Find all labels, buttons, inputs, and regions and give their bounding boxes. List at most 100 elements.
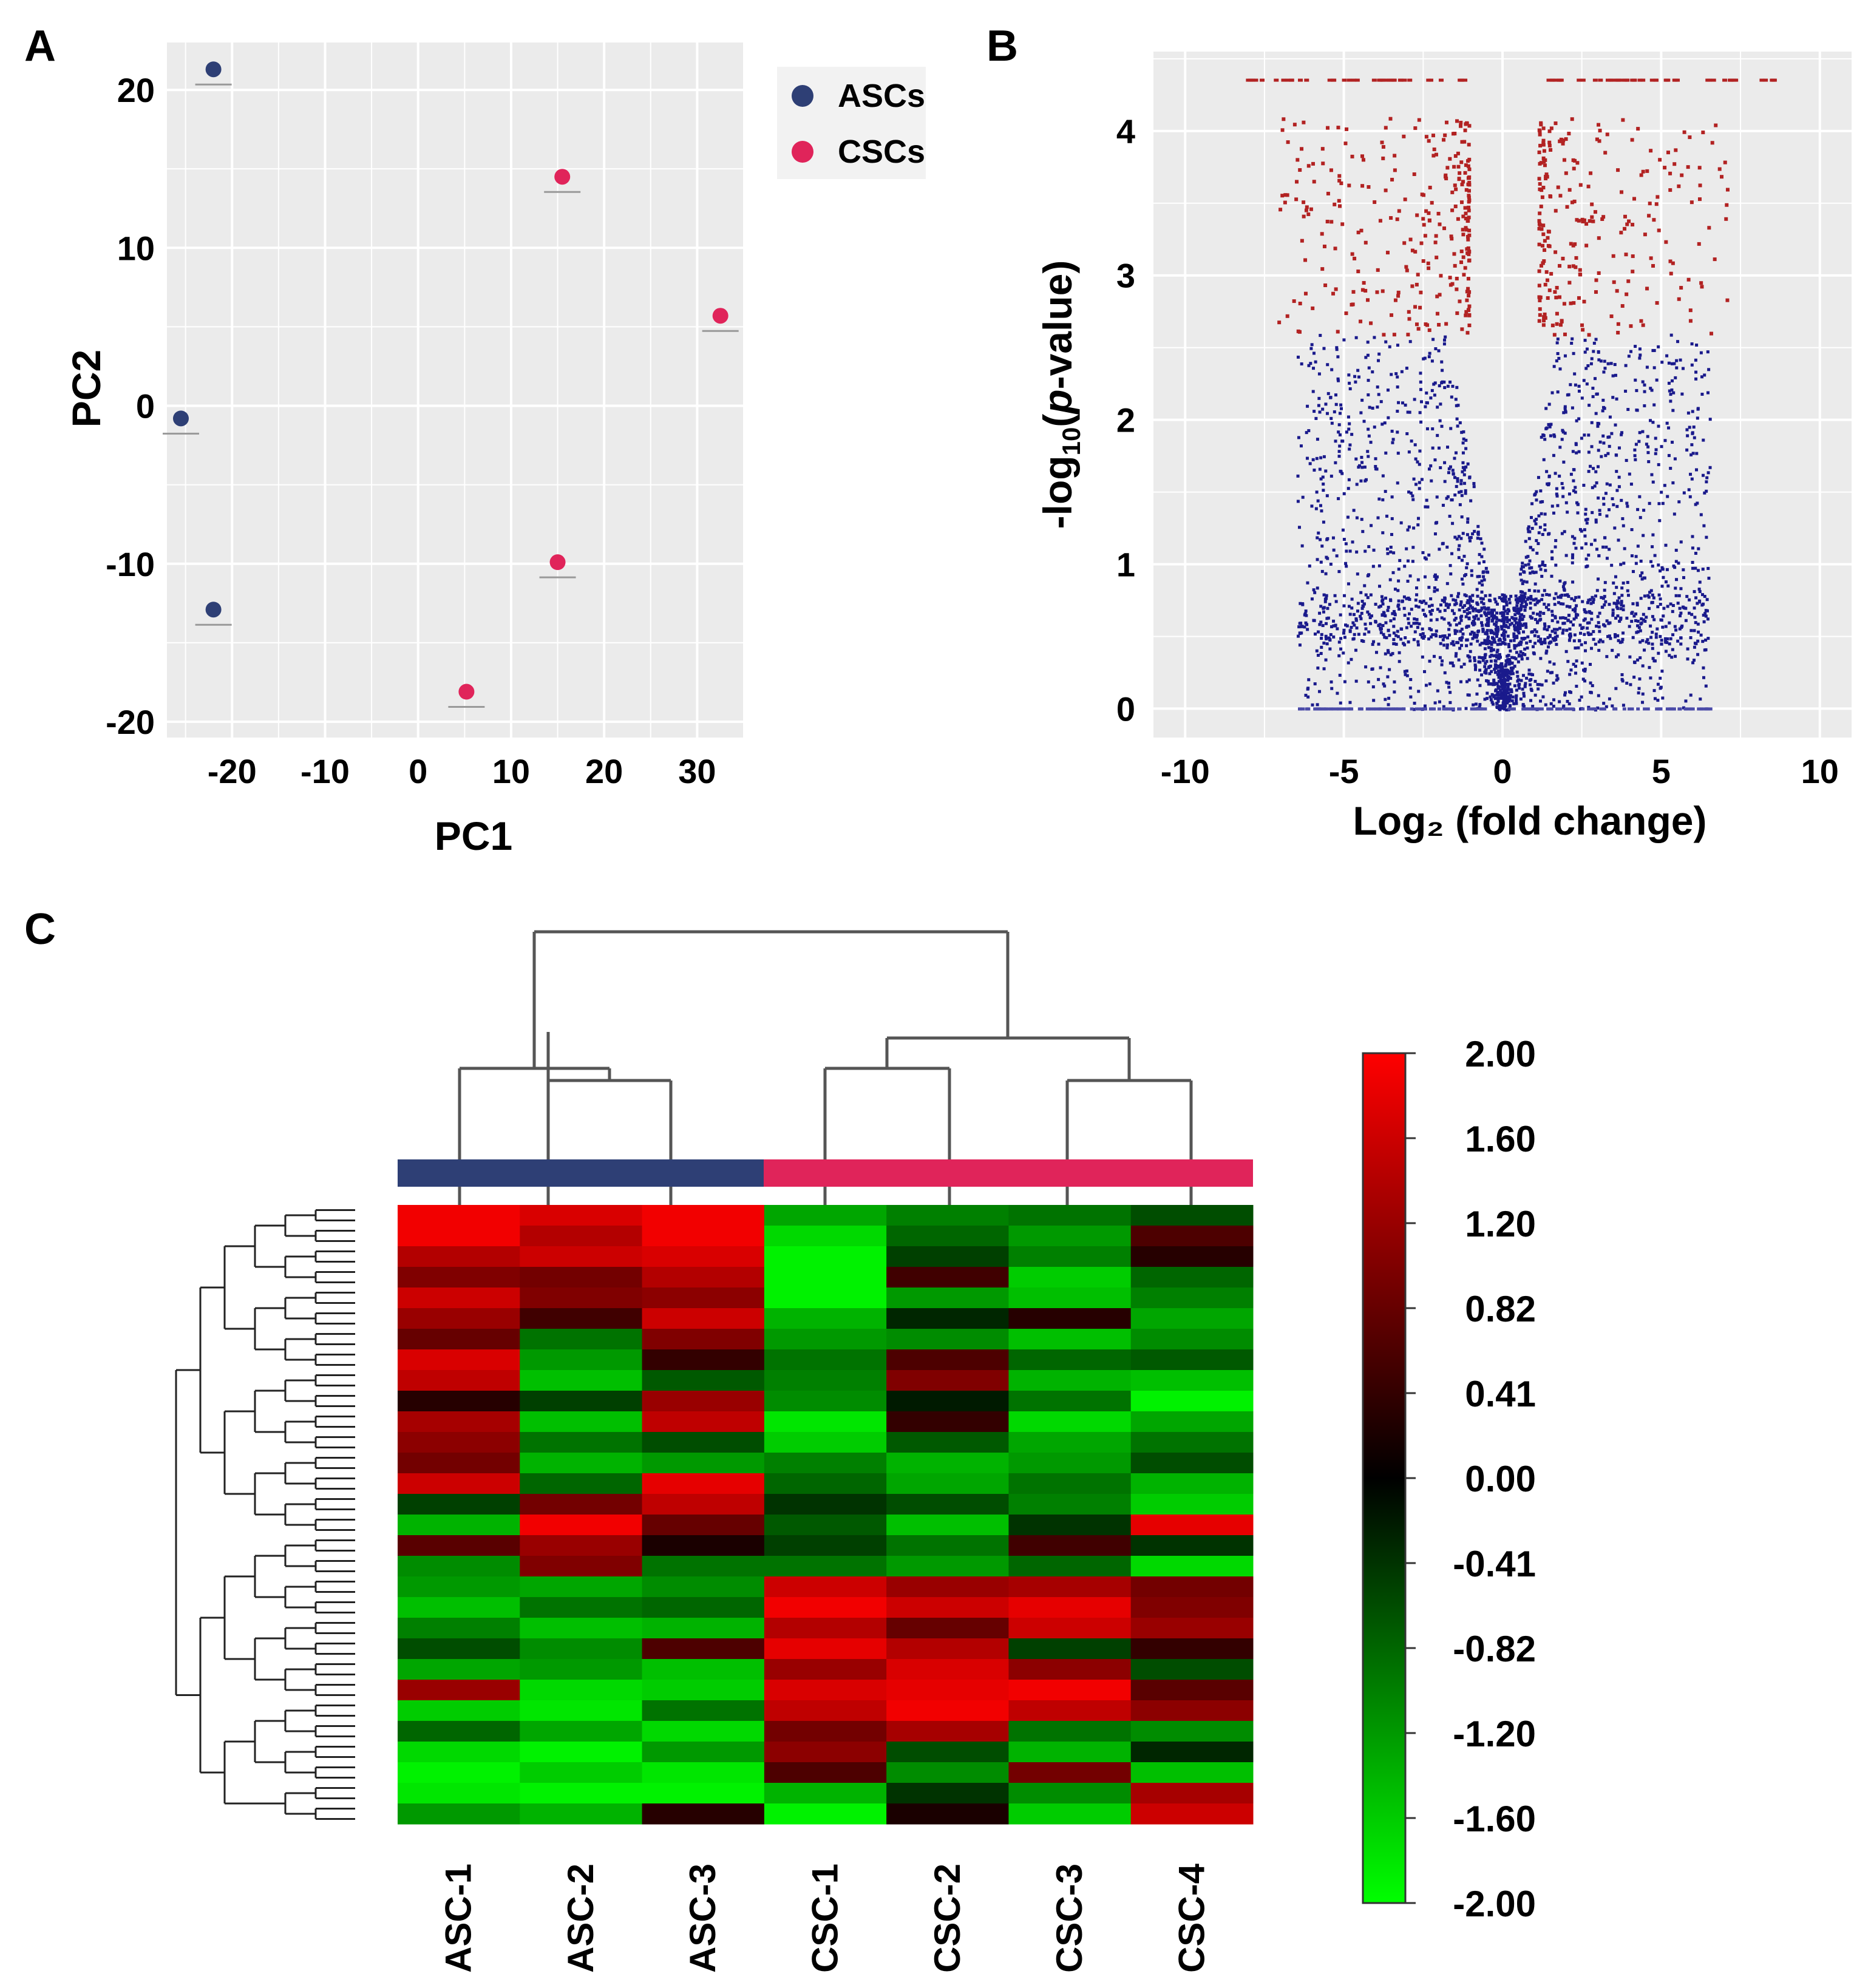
volcano-point	[1392, 609, 1396, 613]
volcano-point	[1380, 595, 1384, 599]
volcano-point	[1377, 642, 1380, 646]
heatmap-cell	[398, 1411, 520, 1433]
volcano-point	[1455, 404, 1458, 407]
volcano-point	[1581, 600, 1584, 603]
volcano-point	[1638, 629, 1642, 633]
volcano-point	[1529, 546, 1532, 549]
heatmap-cell	[1130, 1432, 1254, 1453]
volcano-point	[1603, 581, 1607, 585]
volcano-point	[1459, 479, 1463, 483]
volcano-point	[1472, 485, 1476, 489]
volcano-point	[1561, 622, 1565, 625]
volcano-point	[1660, 642, 1663, 646]
volcano-point	[1546, 670, 1549, 673]
volcano-point	[1452, 643, 1456, 646]
volcano-point	[1689, 693, 1693, 697]
volcano-point	[1324, 658, 1328, 662]
volcano-point	[1443, 596, 1447, 600]
volcano-point	[1350, 433, 1354, 436]
volcano-point	[1505, 616, 1509, 619]
volcano-point	[1540, 243, 1544, 248]
volcano-point	[1500, 627, 1504, 631]
heatmap-cell	[520, 1349, 643, 1371]
volcano-point	[1501, 674, 1505, 677]
volcano-point	[1645, 365, 1649, 369]
volcano-point	[1568, 605, 1572, 609]
volcano-point	[1547, 608, 1550, 611]
volcano-point	[1462, 437, 1465, 441]
volcano-point	[1614, 423, 1617, 427]
volcano-point	[1456, 151, 1460, 155]
volcano-point	[1513, 619, 1516, 622]
volcano-point	[1677, 184, 1681, 188]
volcano-point	[1316, 536, 1319, 540]
volcano-point	[1506, 634, 1510, 638]
volcano-point	[1329, 633, 1333, 636]
heatmap-cell	[764, 1576, 887, 1598]
volcano-point	[1671, 379, 1674, 382]
volcano-point	[1340, 707, 1344, 711]
volcano-point	[1570, 117, 1574, 121]
volcano-point	[1277, 321, 1282, 325]
volcano-point	[1611, 497, 1614, 501]
volcano-point	[1309, 362, 1312, 365]
volcano-point	[1635, 603, 1639, 607]
volcano-point	[1416, 643, 1420, 646]
volcano-point	[1319, 504, 1323, 507]
volcano-point	[1547, 140, 1552, 144]
volcano-point	[1649, 676, 1652, 680]
volcano-point	[1484, 607, 1487, 611]
volcano-point	[1329, 625, 1333, 628]
volcano-point	[1460, 558, 1464, 562]
volcano-point	[1464, 228, 1469, 232]
volcano-point	[1348, 381, 1351, 385]
volcano-point	[1686, 434, 1689, 438]
volcano-point	[1668, 389, 1671, 393]
volcano-point	[1515, 695, 1518, 699]
volcano-point	[1436, 433, 1439, 437]
volcano-point	[1359, 228, 1363, 232]
heatmap-cell	[520, 1638, 643, 1660]
volcano-point	[1464, 217, 1468, 221]
volcano-point	[1647, 642, 1651, 645]
volcano-point	[1469, 659, 1472, 663]
volcano-point	[1636, 507, 1640, 511]
volcano-point	[1436, 211, 1441, 215]
volcano-point	[1492, 679, 1496, 683]
volcano-point	[1476, 594, 1479, 598]
volcano-point	[1502, 616, 1506, 619]
volcano-point	[1486, 571, 1490, 574]
volcano-point	[1417, 605, 1421, 609]
volcano-point	[1558, 700, 1561, 704]
volcano-point	[1590, 215, 1594, 219]
volcano-point	[1572, 623, 1575, 627]
volcano-point	[1367, 545, 1371, 549]
volcano-point	[1396, 344, 1399, 347]
volcano-point	[1638, 495, 1642, 498]
volcano-point	[1577, 417, 1581, 421]
volcano-point	[1325, 622, 1328, 625]
volcano-point	[1649, 589, 1653, 592]
volcano-point	[1317, 630, 1320, 634]
volcano-point	[1347, 427, 1351, 431]
volcano-point	[1387, 605, 1390, 609]
volcano-point	[1580, 78, 1586, 82]
volcano-point	[1428, 707, 1433, 711]
volcano-point	[1415, 622, 1419, 625]
volcano-point	[1333, 202, 1337, 206]
volcano-point	[1317, 531, 1320, 535]
volcano-point	[1542, 149, 1546, 153]
volcano-point	[1500, 634, 1504, 637]
volcano-point	[1344, 623, 1348, 627]
volcano-point	[1590, 202, 1594, 206]
volcano-point	[1472, 634, 1476, 637]
volcano-point	[1448, 564, 1452, 568]
volcano-point	[1640, 78, 1646, 82]
volcano-x-tick-label: -5	[1329, 752, 1359, 790]
volcano-point	[1333, 594, 1337, 597]
volcano-point	[1546, 78, 1552, 82]
volcano-point	[1693, 436, 1696, 439]
heatmap-cell	[642, 1226, 765, 1247]
volcano-point	[1367, 434, 1371, 438]
volcano-point	[1525, 641, 1529, 645]
